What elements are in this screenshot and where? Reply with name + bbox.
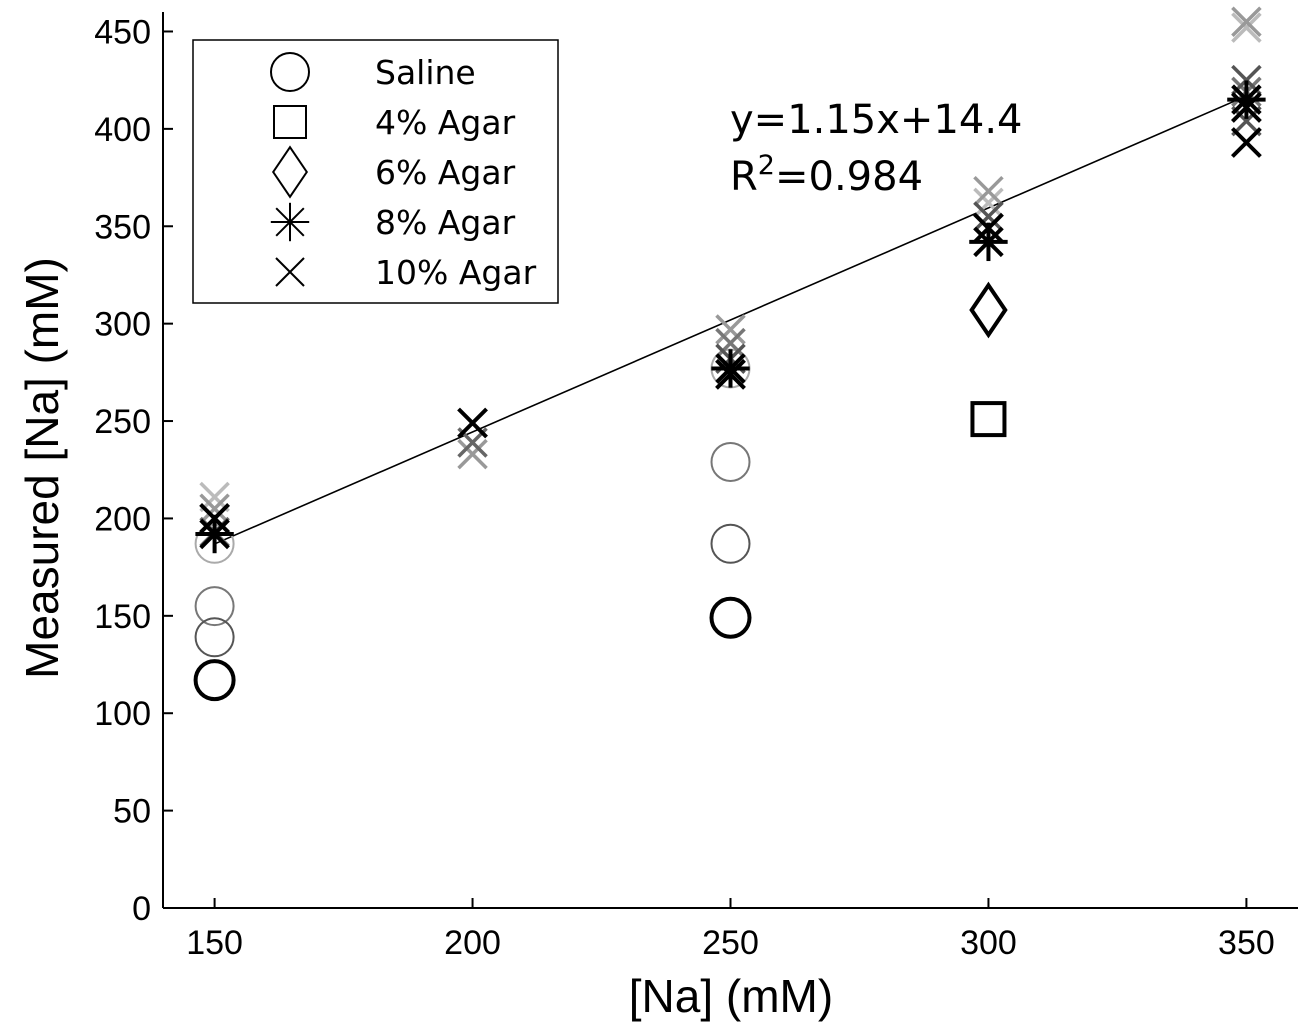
legend-marker-diamond xyxy=(271,145,309,199)
legend-item: 10% Agar xyxy=(275,253,537,292)
data-point-diamond xyxy=(969,281,1008,339)
y-tick-label: 450 xyxy=(94,13,151,51)
data-point-x xyxy=(715,327,746,359)
y-tick-label: 300 xyxy=(94,306,151,344)
data-point-circle xyxy=(710,523,751,564)
fit-equation: y=1.15x+14.4 xyxy=(730,97,1023,143)
data-point-circle xyxy=(193,659,236,702)
y-tick-label: 50 xyxy=(113,793,151,831)
axes: 150 200 250 300 350 0 50 100 150 200 250 300 350 400 4… xyxy=(94,12,1298,962)
legend-box xyxy=(192,39,559,304)
data-point-x xyxy=(1231,12,1262,43)
data-point-x xyxy=(199,503,231,534)
x-tick-label: 350 xyxy=(1218,924,1275,962)
fit-r-squared: R2=0.984 xyxy=(730,150,923,200)
legend-marker-circle xyxy=(270,52,310,92)
x-axis-title: [Na] (mM) xyxy=(629,970,833,1022)
y-tick-label: 400 xyxy=(94,111,151,149)
legend-item: Saline xyxy=(270,52,476,92)
data-point-x xyxy=(1230,92,1262,123)
x-tick-label: 150 xyxy=(186,924,243,962)
data-point-circle xyxy=(709,596,752,639)
y-tick-label: 350 xyxy=(94,208,151,246)
legend-label: Saline xyxy=(375,53,476,92)
y-tick-label: 0 xyxy=(132,890,151,928)
data-point-x xyxy=(973,201,1004,232)
data-point-x xyxy=(715,358,746,390)
x-tick-label: 200 xyxy=(444,924,501,962)
fit-line xyxy=(214,95,1247,545)
legend-item: 4% Agar xyxy=(273,103,516,142)
r2-prefix: R xyxy=(730,154,758,200)
data-point-circle xyxy=(194,586,235,627)
y-tick-label: 250 xyxy=(94,403,151,441)
x-tick-label: 300 xyxy=(960,924,1017,962)
y-tick-label: 200 xyxy=(94,500,151,538)
legend-marker-asterisk xyxy=(270,202,310,242)
r2-superscript: 2 xyxy=(758,150,775,181)
data-point-x xyxy=(199,493,230,524)
r2-value: =0.984 xyxy=(775,154,923,200)
legend-item: 6% Agar xyxy=(271,145,516,199)
data-point-asterisk xyxy=(711,349,750,388)
data-point-x xyxy=(973,212,1004,244)
legend-label: 6% Agar xyxy=(375,153,516,192)
data-point-asterisk xyxy=(1227,80,1266,119)
legend-marker-x xyxy=(275,257,305,287)
legend-item: 8% Agar xyxy=(270,202,516,242)
data-point-x xyxy=(973,187,1004,219)
legend-label: 8% Agar xyxy=(375,203,516,242)
legend-label: 10% Agar xyxy=(375,253,537,292)
data-point-x xyxy=(457,438,488,470)
legend: Saline 4% Agar 6% Agar 8% Agar 10% Agar xyxy=(192,39,559,304)
y-tick-label: 100 xyxy=(94,695,151,733)
data-point-circle xyxy=(710,441,751,482)
data-point-x xyxy=(1231,6,1262,37)
data-point-asterisk xyxy=(195,514,234,554)
x-tick-label: 250 xyxy=(702,924,759,962)
data-point-x xyxy=(457,407,488,439)
y-tick-label: 150 xyxy=(94,598,151,636)
data-points xyxy=(193,6,1266,702)
data-point-x xyxy=(973,175,1004,207)
data-point-x xyxy=(715,314,746,345)
data-point-circle xyxy=(194,617,235,658)
data-point-square xyxy=(970,401,1007,438)
y-axis-title: Measured [Na] (mM) xyxy=(16,257,68,679)
data-point-x xyxy=(1230,127,1262,158)
fit-annotation: y=1.15x+14.4 R2=0.984 xyxy=(730,97,1023,200)
fit-line-layer xyxy=(214,95,1247,545)
legend-marker-square xyxy=(273,105,307,139)
legend-label: 4% Agar xyxy=(375,103,516,142)
